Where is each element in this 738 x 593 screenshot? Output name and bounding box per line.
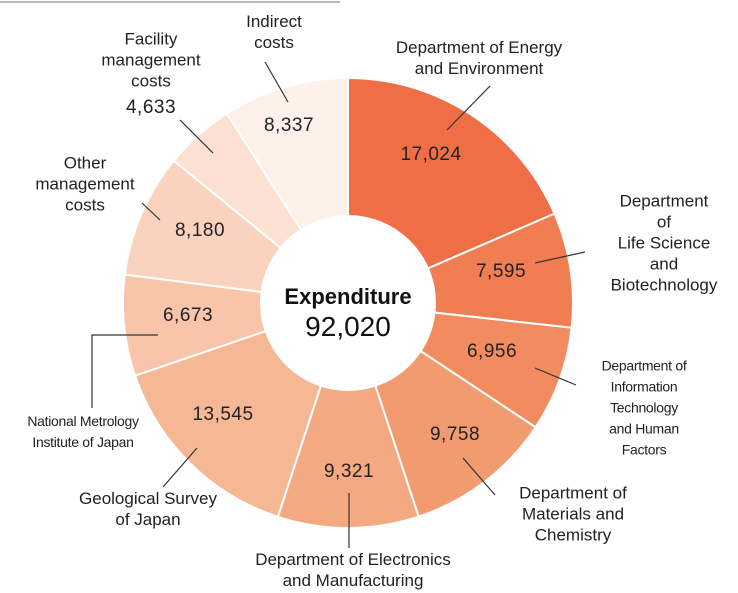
value-label: 6,673 — [162, 305, 214, 326]
value-label: 17,024 — [400, 144, 462, 165]
category-label: Indirect costs — [246, 12, 302, 52]
category-label: Facility management costs — [101, 29, 201, 91]
value-label: 6,956 — [466, 341, 518, 362]
center-title: Expenditure — [284, 284, 412, 309]
category-label: Other management costs — [35, 153, 135, 215]
value-label: 4,633 — [125, 97, 177, 118]
category-label: Department of Materials and Chemistry — [519, 483, 627, 545]
category-label: Geological Survey of Japan — [79, 489, 217, 529]
value-label: 7,595 — [475, 261, 527, 282]
slice — [276, 299, 420, 529]
value-label: 8,337 — [263, 115, 315, 136]
value-label: 13,545 — [192, 404, 254, 425]
center-total: 92,020 — [305, 311, 391, 342]
category-label: Department of Electronics and Manufactur… — [255, 550, 451, 590]
leader-lines — [91, 61, 586, 548]
category-label: Department of Energy and Environment — [395, 38, 563, 78]
value-label: 9,321 — [323, 461, 375, 482]
category-label: National Metrology Institute of Japan — [27, 413, 139, 450]
center-hole — [260, 215, 436, 391]
value-label: 9,758 — [429, 424, 481, 445]
category-label: Department of Information Technology and… — [601, 357, 687, 458]
value-label: 8,180 — [174, 220, 226, 241]
category-label: Department of Life Science and Biotechno… — [610, 191, 718, 295]
